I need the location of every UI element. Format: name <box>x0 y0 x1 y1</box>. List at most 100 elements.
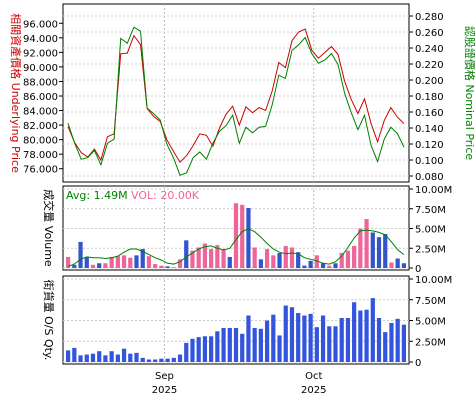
os-bar <box>215 331 220 362</box>
x-tick-year-1: 2025 <box>301 385 326 396</box>
os-bar <box>66 350 71 362</box>
os-bar <box>184 342 189 362</box>
os-axis-title: 街貨量 O/S Qty. <box>42 280 56 361</box>
price-right-tick-5: 0.180 <box>415 92 444 103</box>
volume-bar <box>308 260 313 268</box>
volume-legend-vol: VOL: 20.00K <box>131 189 200 202</box>
os-bar <box>283 305 288 362</box>
volume-bar <box>289 247 295 268</box>
os-bar <box>146 359 152 362</box>
nominal-price-line <box>67 26 405 176</box>
volume-bar <box>327 265 332 268</box>
volume-tick-3: 2.50M <box>415 244 446 255</box>
x-tick-month-0: Sep <box>155 371 174 382</box>
volume-bar <box>333 263 338 268</box>
volume-bar <box>184 240 189 268</box>
os-bar <box>308 313 313 362</box>
os-bar <box>395 318 400 362</box>
os-bar <box>358 310 363 362</box>
underlying-price-line <box>67 28 405 164</box>
price-left-tick-2: 92.000 <box>23 48 58 59</box>
volume-bar <box>401 263 406 268</box>
os-bar <box>302 315 307 362</box>
volume-bar <box>376 237 382 268</box>
price-right-tick-1: 0.260 <box>415 28 444 39</box>
volume-bar <box>339 252 344 268</box>
volume-bar <box>121 255 127 268</box>
volume-bar <box>240 204 245 268</box>
os-bar <box>121 348 127 362</box>
os-bar <box>140 357 145 362</box>
volume-bar <box>66 256 71 268</box>
volume-bar <box>196 247 201 268</box>
volume-bar <box>252 247 257 268</box>
price-right-tick-10: 0.080 <box>415 172 444 183</box>
os-bar <box>128 353 133 362</box>
price-left-tick-0: 96.000 <box>23 19 58 30</box>
volume-bar <box>314 255 319 268</box>
price-right-tick-3: 0.220 <box>415 60 444 71</box>
price-right-tick-0: 0.280 <box>415 12 444 23</box>
os-bar <box>115 354 120 362</box>
os-bar <box>296 313 301 362</box>
price-right-axis-title: 認股證價格 Nominal Price <box>463 26 475 161</box>
os-bar <box>246 315 251 362</box>
panel-frame-price <box>62 3 410 183</box>
volume-bar <box>277 252 282 268</box>
volume-bar <box>128 257 133 268</box>
volume-bar <box>153 264 158 268</box>
price-right-tick-9: 0.100 <box>415 156 444 167</box>
volume-bar <box>171 267 176 268</box>
os-bar <box>289 307 295 362</box>
volume-bar <box>140 249 145 268</box>
os-bar <box>196 337 201 362</box>
volume-bar <box>78 241 83 268</box>
os-tick-1: 7.50M <box>415 296 446 307</box>
volume-bar <box>302 265 307 268</box>
price-left-tick-3: 90.000 <box>23 63 58 74</box>
volume-bar <box>364 219 369 268</box>
volume-bar <box>215 245 220 268</box>
os-bar <box>171 357 176 362</box>
os-bar <box>339 318 344 362</box>
volume-tick-4: 0 <box>415 264 421 275</box>
os-bar <box>327 326 332 362</box>
volume-bar <box>258 259 263 268</box>
volume-bar <box>72 264 77 268</box>
os-bar <box>333 326 338 362</box>
volume-bar <box>134 255 139 268</box>
volume-bar <box>264 249 270 268</box>
volume-tick-2: 5.00M <box>415 225 446 236</box>
os-bar <box>376 318 382 362</box>
price-left-tick-8: 80.000 <box>23 136 58 147</box>
os-bar <box>264 320 270 362</box>
os-bar <box>401 324 406 362</box>
x-tick-month-1: Oct <box>305 371 322 382</box>
os-bar <box>103 355 108 362</box>
volume-bar <box>389 262 394 268</box>
volume-bar <box>246 207 251 268</box>
volume-bar <box>165 266 170 268</box>
volume-bar <box>296 252 301 268</box>
os-bar <box>227 327 232 362</box>
os-bar <box>364 309 369 362</box>
os-bar <box>389 322 394 362</box>
os-bar <box>258 328 263 362</box>
price-right-tick-4: 0.200 <box>415 76 444 87</box>
os-bar <box>233 327 239 362</box>
volume-bar <box>352 245 357 268</box>
os-tick-4: 0 <box>415 358 421 369</box>
os-bar <box>221 327 226 362</box>
os-tick-3: 2.50M <box>415 337 446 348</box>
price-left-tick-9: 78.000 <box>23 150 58 161</box>
volume-bar <box>345 250 351 268</box>
volume-bar <box>159 265 164 268</box>
volume-bar <box>271 255 276 268</box>
os-bar <box>314 327 319 362</box>
os-bar <box>209 336 214 362</box>
os-bar <box>202 336 208 362</box>
price-left-tick-10: 76.000 <box>23 165 58 176</box>
price-right-tick-8: 0.120 <box>415 140 444 151</box>
